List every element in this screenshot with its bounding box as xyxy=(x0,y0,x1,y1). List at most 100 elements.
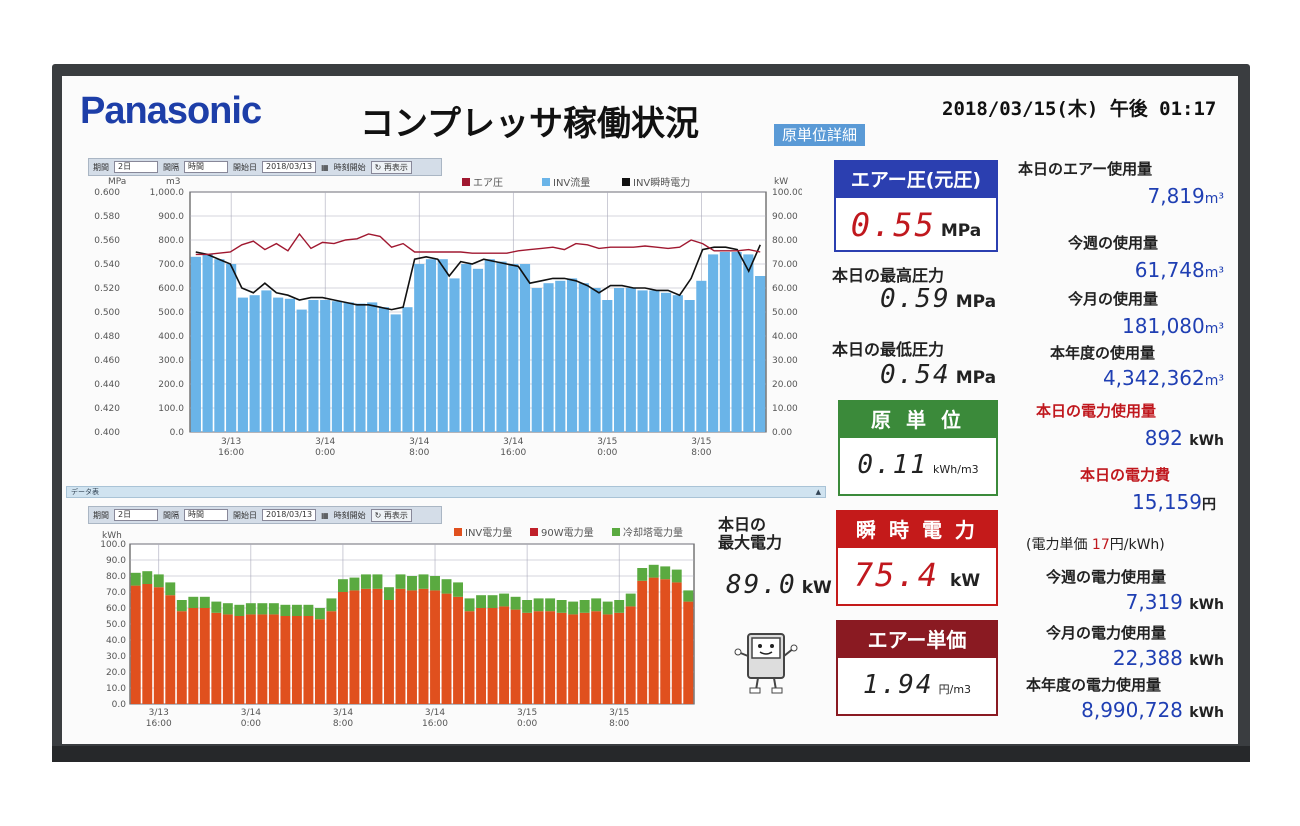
instant-power-unit: kW xyxy=(950,571,981,591)
flow-bar xyxy=(237,297,248,432)
refresh-button[interactable]: ↻ 再表示 xyxy=(370,160,412,174)
max-pressure-label: 本日の最高圧力 xyxy=(832,266,945,285)
cooling-tower-energy-bar xyxy=(637,568,648,581)
x-tick-time: 8:00 xyxy=(409,448,429,458)
inv-energy-bar xyxy=(165,595,176,704)
today-power: 892 kWh xyxy=(1145,426,1224,450)
flow-bar xyxy=(719,252,730,432)
inv-energy-bar xyxy=(453,596,463,704)
inv-energy-bar xyxy=(430,590,440,704)
inv-energy-bar xyxy=(326,611,337,704)
y-tick: 70.0 xyxy=(106,588,126,598)
cooling-tower-energy-bar xyxy=(280,604,291,616)
year-power-label: 本年度の電力使用量 xyxy=(1026,676,1162,694)
panasonic-logo: Panasonic xyxy=(80,90,262,132)
y-tick: 0.0 xyxy=(112,700,127,710)
inv-energy-bar xyxy=(153,587,164,704)
cooling-tower-energy-bar xyxy=(671,569,682,583)
week-power-value: 7,319 xyxy=(1125,590,1183,614)
start-date-input[interactable]: 2018/03/13 xyxy=(262,161,317,173)
inv-energy-bar xyxy=(545,611,556,704)
inv-energy-bar xyxy=(499,606,510,704)
calendar-icon[interactable]: ▦ xyxy=(321,162,329,172)
cooling-tower-energy-bar xyxy=(384,587,394,600)
cooling-tower-energy-bar xyxy=(545,598,556,612)
flow-bar xyxy=(472,268,484,432)
inv-energy-bar xyxy=(625,606,636,704)
refresh-label: 再表示 xyxy=(383,510,408,520)
x-tick-time: 16:00 xyxy=(146,719,172,729)
y-tick-power: 60.00 xyxy=(772,284,798,294)
unit-rate-detail-button[interactable]: 原単位詳細 xyxy=(774,124,866,146)
y-tick-flow: 700.0 xyxy=(158,260,184,270)
cooling-tower-energy-bar xyxy=(372,574,383,589)
cooling-tower-energy-bar xyxy=(464,598,475,612)
x-tick-date: 3/14 xyxy=(315,437,335,447)
today-cost-unit: 円 xyxy=(1202,497,1216,513)
inv-energy-bar xyxy=(349,590,360,704)
month-usage: 181,080m³ xyxy=(1122,314,1224,338)
max-power-unit: kW xyxy=(801,578,832,598)
bottom-chart-toolbar: 期間 2日 間隔 時間 開始日 2018/03/13 ▦ 時刻開始 ↻ 再表示 xyxy=(88,506,442,524)
x-tick-date: 3/15 xyxy=(517,708,537,718)
x-tick-date: 3/15 xyxy=(597,437,617,447)
inv-energy-bar xyxy=(245,614,256,704)
flow-bar xyxy=(425,259,437,432)
month-usage-value: 181,080 xyxy=(1122,314,1205,338)
interval-select[interactable]: 時間 xyxy=(184,161,228,173)
instant-power-value: 75.4 xyxy=(853,556,939,594)
today-air-usage-label: 本日のエアー使用量 xyxy=(1018,160,1153,178)
instant-power-panel: 瞬 時 電 力 75.4 kW xyxy=(836,510,998,606)
max-pressure-readout: 0.59 MPa xyxy=(880,284,996,314)
max-power-label-line1: 本日の xyxy=(718,515,767,534)
y-tick-power: 20.00 xyxy=(772,380,798,390)
inv-energy-bar xyxy=(568,614,579,704)
data-table-bar[interactable]: データ表 ▲ xyxy=(66,486,826,498)
y-tick-pressure: 0.400 xyxy=(94,428,120,438)
inv-energy-bar xyxy=(464,611,475,704)
interval-label: 間隔 xyxy=(163,510,179,520)
today-power-unit: kWh xyxy=(1189,433,1224,449)
inv-energy-bar xyxy=(314,619,325,704)
top-chart-toolbar: 期間 2日 間隔 時間 開始日 2018/03/13 ▦ 時刻開始 ↻ 再表示 xyxy=(88,158,442,176)
y-tick-pressure: 0.540 xyxy=(94,260,120,270)
today-air-usage-unit: m³ xyxy=(1204,191,1224,207)
flow-bar xyxy=(461,264,472,432)
y-tick: 100.0 xyxy=(100,540,126,550)
interval-select[interactable]: 時間 xyxy=(184,509,228,521)
x-tick-time: 16:00 xyxy=(500,448,526,458)
y-tick: 90.0 xyxy=(106,556,126,566)
y-tick-pressure: 0.600 xyxy=(94,188,120,198)
y-tick-power: 100.00 xyxy=(772,188,802,198)
flow-bar xyxy=(226,264,237,432)
start-date-input[interactable]: 2018/03/13 xyxy=(262,509,317,521)
x-tick-date: 3/14 xyxy=(425,708,445,718)
inv-energy-bar xyxy=(280,616,291,704)
cooling-tower-energy-bar xyxy=(165,582,176,596)
flow-bar xyxy=(602,300,613,432)
unit-rate-unit: kWh/m3 xyxy=(933,463,979,476)
page-title: コンプレッサ稼働状況 xyxy=(360,104,699,144)
collapse-icon[interactable]: ▲ xyxy=(815,488,821,496)
inv-energy-bar xyxy=(533,611,544,704)
power-unit-price-note: (電力単価 17円/kWh) xyxy=(1026,534,1165,554)
period-select[interactable]: 2日 xyxy=(114,509,158,521)
x-tick-date: 3/14 xyxy=(409,437,429,447)
calendar-icon[interactable]: ▦ xyxy=(321,510,329,520)
air-unit-price-title: エアー単価 xyxy=(838,622,996,658)
flow-bar xyxy=(437,259,448,432)
start-date-label: 開始日 xyxy=(233,510,257,520)
y-tick-power: 50.00 xyxy=(772,308,798,318)
period-select[interactable]: 2日 xyxy=(114,161,158,173)
today-air-usage: 7,819m³ xyxy=(1147,184,1224,208)
flow-bar xyxy=(355,303,366,432)
y-tick-pressure: 0.560 xyxy=(94,236,120,246)
inv-energy-bar xyxy=(291,616,302,704)
y-tick-flow: 400.0 xyxy=(158,332,184,342)
year-power-unit: kWh xyxy=(1189,705,1224,721)
refresh-button[interactable]: ↻ 再表示 xyxy=(370,508,412,522)
y-tick-power: 10.00 xyxy=(772,404,798,414)
today-cost-label: 本日の電力費 xyxy=(1080,466,1171,484)
today-cost: 15,159円 xyxy=(1132,490,1216,514)
data-table-label: データ表 xyxy=(71,488,99,496)
